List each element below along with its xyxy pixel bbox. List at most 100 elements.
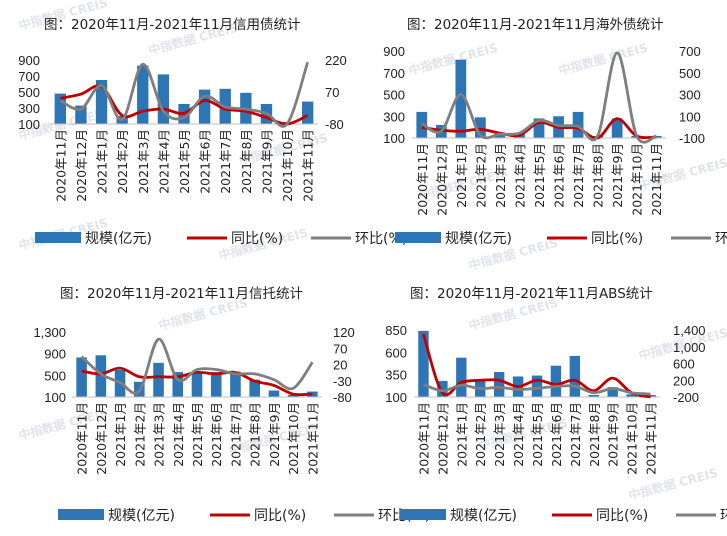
chart-panel: 图：2020年11月-2021年11月信托统计 1,300 900 500 100 120…	[33, 286, 430, 524]
watermark-text: 中指数据 CREIS	[627, 465, 719, 503]
legend-entry: 环比(%)	[311, 231, 407, 247]
legend-entry: 同比(%)	[547, 231, 643, 247]
x-tick-label: 2021年11月	[649, 143, 664, 216]
x-tick-label: 2021年10月	[280, 129, 295, 202]
y-left-tick-label: 900	[44, 347, 66, 362]
bar	[198, 89, 211, 124]
legend-entry: 环比(%)	[676, 508, 727, 524]
bar	[157, 74, 170, 124]
x-tick-label: 2021年6月	[552, 143, 567, 208]
bar	[268, 390, 280, 397]
bar	[172, 372, 184, 397]
x-tick-label: 2021年1月	[454, 402, 469, 467]
y-left-tick-label: 500	[18, 85, 40, 100]
y-right-tick-label: 300	[679, 88, 701, 103]
x-tick-label: 2021年2月	[115, 129, 130, 194]
bar	[137, 65, 149, 124]
y-left-tick-label: 500	[383, 88, 405, 103]
y-left-tick-label: 100	[385, 390, 407, 405]
y-right-tick-label: 220	[325, 53, 347, 68]
legend-label: 规模(亿元)	[85, 231, 152, 247]
y-left-tick-label: 700	[383, 66, 405, 81]
y-left-tick-label: 700	[18, 69, 40, 84]
legend-label: 环比(%)	[715, 231, 727, 247]
series-line	[422, 333, 651, 399]
bar	[456, 357, 467, 397]
x-tick-label: 2021年7月	[218, 129, 233, 194]
legend-swatch	[395, 232, 441, 243]
x-tick-label: 2021年7月	[571, 143, 586, 208]
y-right-tick-label: -100	[679, 131, 705, 146]
legend-entry: 同比(%)	[552, 508, 648, 524]
bar	[569, 355, 581, 397]
legend-entry: 环比(%)	[671, 231, 727, 247]
y-right-tick-label: 1,000	[673, 340, 706, 355]
x-tick-label: 2021年8月	[587, 402, 602, 467]
legend-entry: 规模(亿元)	[400, 508, 517, 524]
x-tick-label: 2021年9月	[267, 402, 282, 467]
legend-label: 规模(亿元)	[108, 508, 175, 524]
chart-title: 图：2020年11月-2021年11月信托统计	[60, 286, 303, 302]
x-tick-label: 2020年11月	[415, 143, 430, 216]
bar	[95, 80, 108, 124]
bar	[437, 380, 448, 397]
y-right-tick-label: 500	[679, 66, 701, 81]
chart-panel: 图：2020年11月-2021年11月ABS统计 850 600 350 100 1,40…	[385, 286, 727, 524]
bar	[531, 375, 543, 397]
x-tick-label: 2021年11月	[644, 402, 659, 475]
x-tick-label: 2021年3月	[493, 143, 508, 208]
bar	[626, 394, 637, 397]
x-tick-label: 2021年9月	[259, 129, 274, 194]
y-right-tick-label: 70	[333, 341, 347, 356]
legend-entry: 同比(%)	[187, 231, 283, 247]
x-tick-label: 2021年3月	[136, 129, 151, 194]
y-left-tick-label: 300	[18, 101, 40, 116]
x-tick-label: 2021年1月	[113, 402, 128, 467]
bar	[572, 111, 584, 138]
legend-entry: 同比(%)	[210, 508, 306, 524]
y-left-tick-label: 100	[44, 390, 66, 405]
x-tick-label: 2021年4月	[171, 402, 186, 467]
x-tick-label: 2021年2月	[132, 402, 147, 467]
chart-title: 图：2020年11月-2021年11月ABS统计	[410, 286, 653, 302]
legend-swatch	[58, 509, 104, 520]
legend-label: 规模(亿元)	[450, 508, 517, 524]
x-tick-label: 2021年8月	[591, 143, 606, 208]
x-tick-label: 2021年1月	[95, 129, 110, 194]
y-left-tick-label: 900	[383, 44, 405, 59]
y-left-tick-label: 350	[385, 368, 407, 383]
bar	[76, 357, 87, 397]
x-tick-label: 2021年4月	[156, 129, 171, 194]
x-tick-label: 2020年11月	[53, 129, 68, 202]
y-left-tick-label: 100	[18, 117, 40, 132]
x-tick-label: 2021年10月	[625, 402, 640, 475]
x-tick-label: 2021年1月	[454, 143, 469, 208]
x-tick-label: 2020年12月	[74, 129, 89, 202]
chart-title: 图：2020年11月-2021年11月海外债统计	[407, 17, 663, 33]
x-tick-label: 2021年8月	[248, 402, 263, 467]
legend-label: 环比(%)	[720, 508, 727, 524]
x-tick-label: 2021年6月	[549, 402, 564, 467]
x-tick-label: 2021年7月	[568, 402, 583, 467]
bar	[54, 93, 66, 124]
x-tick-label: 2021年5月	[190, 402, 205, 467]
bar	[588, 395, 599, 397]
series-line	[421, 51, 657, 144]
bar	[455, 59, 467, 139]
series-line	[421, 117, 657, 140]
legend-label: 同比(%)	[596, 508, 648, 524]
x-tick-label: 2021年9月	[610, 143, 625, 208]
x-tick-label: 2021年11月	[301, 129, 316, 202]
bar	[249, 379, 260, 397]
bar	[95, 355, 107, 397]
bar	[191, 372, 203, 397]
series-line	[81, 366, 313, 397]
legend-label: 同比(%)	[254, 508, 306, 524]
x-tick-label: 2021年4月	[511, 402, 526, 467]
x-tick-label: 2020年12月	[434, 143, 449, 216]
x-tick-label: 2021年10月	[630, 143, 645, 216]
x-tick-label: 2021年5月	[530, 402, 545, 467]
bar	[607, 387, 618, 397]
x-tick-label: 2020年12月	[94, 402, 109, 475]
y-right-tick-label: -80	[333, 390, 352, 405]
